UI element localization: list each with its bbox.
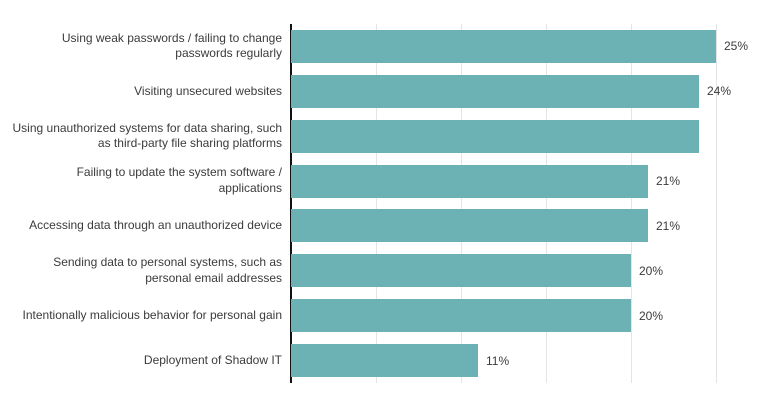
value-label: 20% <box>639 263 664 278</box>
bar-track: 20% <box>291 293 759 338</box>
category-label: Using unauthorized systems for data shar… <box>12 120 282 151</box>
chart-row: Sending data to personal systems, such a… <box>0 248 759 293</box>
bar-track: 11% <box>291 338 759 383</box>
gridline <box>376 24 377 383</box>
plot-area <box>291 24 731 383</box>
gridline <box>716 24 717 383</box>
bar <box>291 74 699 108</box>
bar-track: 25% <box>291 24 759 69</box>
chart-row: Deployment of Shadow IT 11% <box>0 338 759 383</box>
bar <box>291 29 716 63</box>
chart-row: Using unauthorized systems for data shar… <box>0 114 759 159</box>
bar <box>291 119 699 153</box>
category-label: Deployment of Shadow IT <box>143 352 282 367</box>
chart-rows: Using weak passwords / failing to change… <box>0 24 759 383</box>
y-axis-line <box>290 24 292 383</box>
bar <box>291 254 631 288</box>
bar-track: 24% <box>291 69 759 114</box>
gridline <box>631 24 632 383</box>
chart-row: Failing to update the system software / … <box>0 159 759 204</box>
bar-track <box>291 114 759 159</box>
value-label: 21% <box>656 218 681 233</box>
category-label: Using weak passwords / failing to change… <box>61 30 282 61</box>
category-label: Accessing data through an unauthorized d… <box>29 218 282 233</box>
bar-track: 21% <box>291 159 759 204</box>
value-label: 20% <box>639 308 664 323</box>
bar <box>291 164 648 198</box>
value-label: 11% <box>486 353 510 368</box>
gridline <box>461 24 462 383</box>
category-label: Intentionally malicious behavior for per… <box>22 307 282 322</box>
bar-track: 20% <box>291 248 759 293</box>
gridline <box>546 24 547 383</box>
chart-row: Accessing data through an unauthorized d… <box>0 204 759 249</box>
bar <box>291 299 631 333</box>
category-label: Sending data to personal systems, such a… <box>53 255 282 285</box>
bar <box>291 209 648 243</box>
category-label: Failing to update the system software / … <box>76 165 282 196</box>
chart-row: Intentionally malicious behavior for per… <box>0 293 759 338</box>
bar-track: 21% <box>291 204 759 249</box>
value-label: 24% <box>707 84 732 99</box>
chart-row: Visiting unsecured websites 24% <box>0 69 759 114</box>
chart-row: Using weak passwords / failing to change… <box>0 24 759 69</box>
category-label: Visiting unsecured websites <box>134 83 282 98</box>
bar <box>291 344 478 378</box>
value-label: 21% <box>656 174 681 189</box>
value-label: 25% <box>724 39 749 54</box>
